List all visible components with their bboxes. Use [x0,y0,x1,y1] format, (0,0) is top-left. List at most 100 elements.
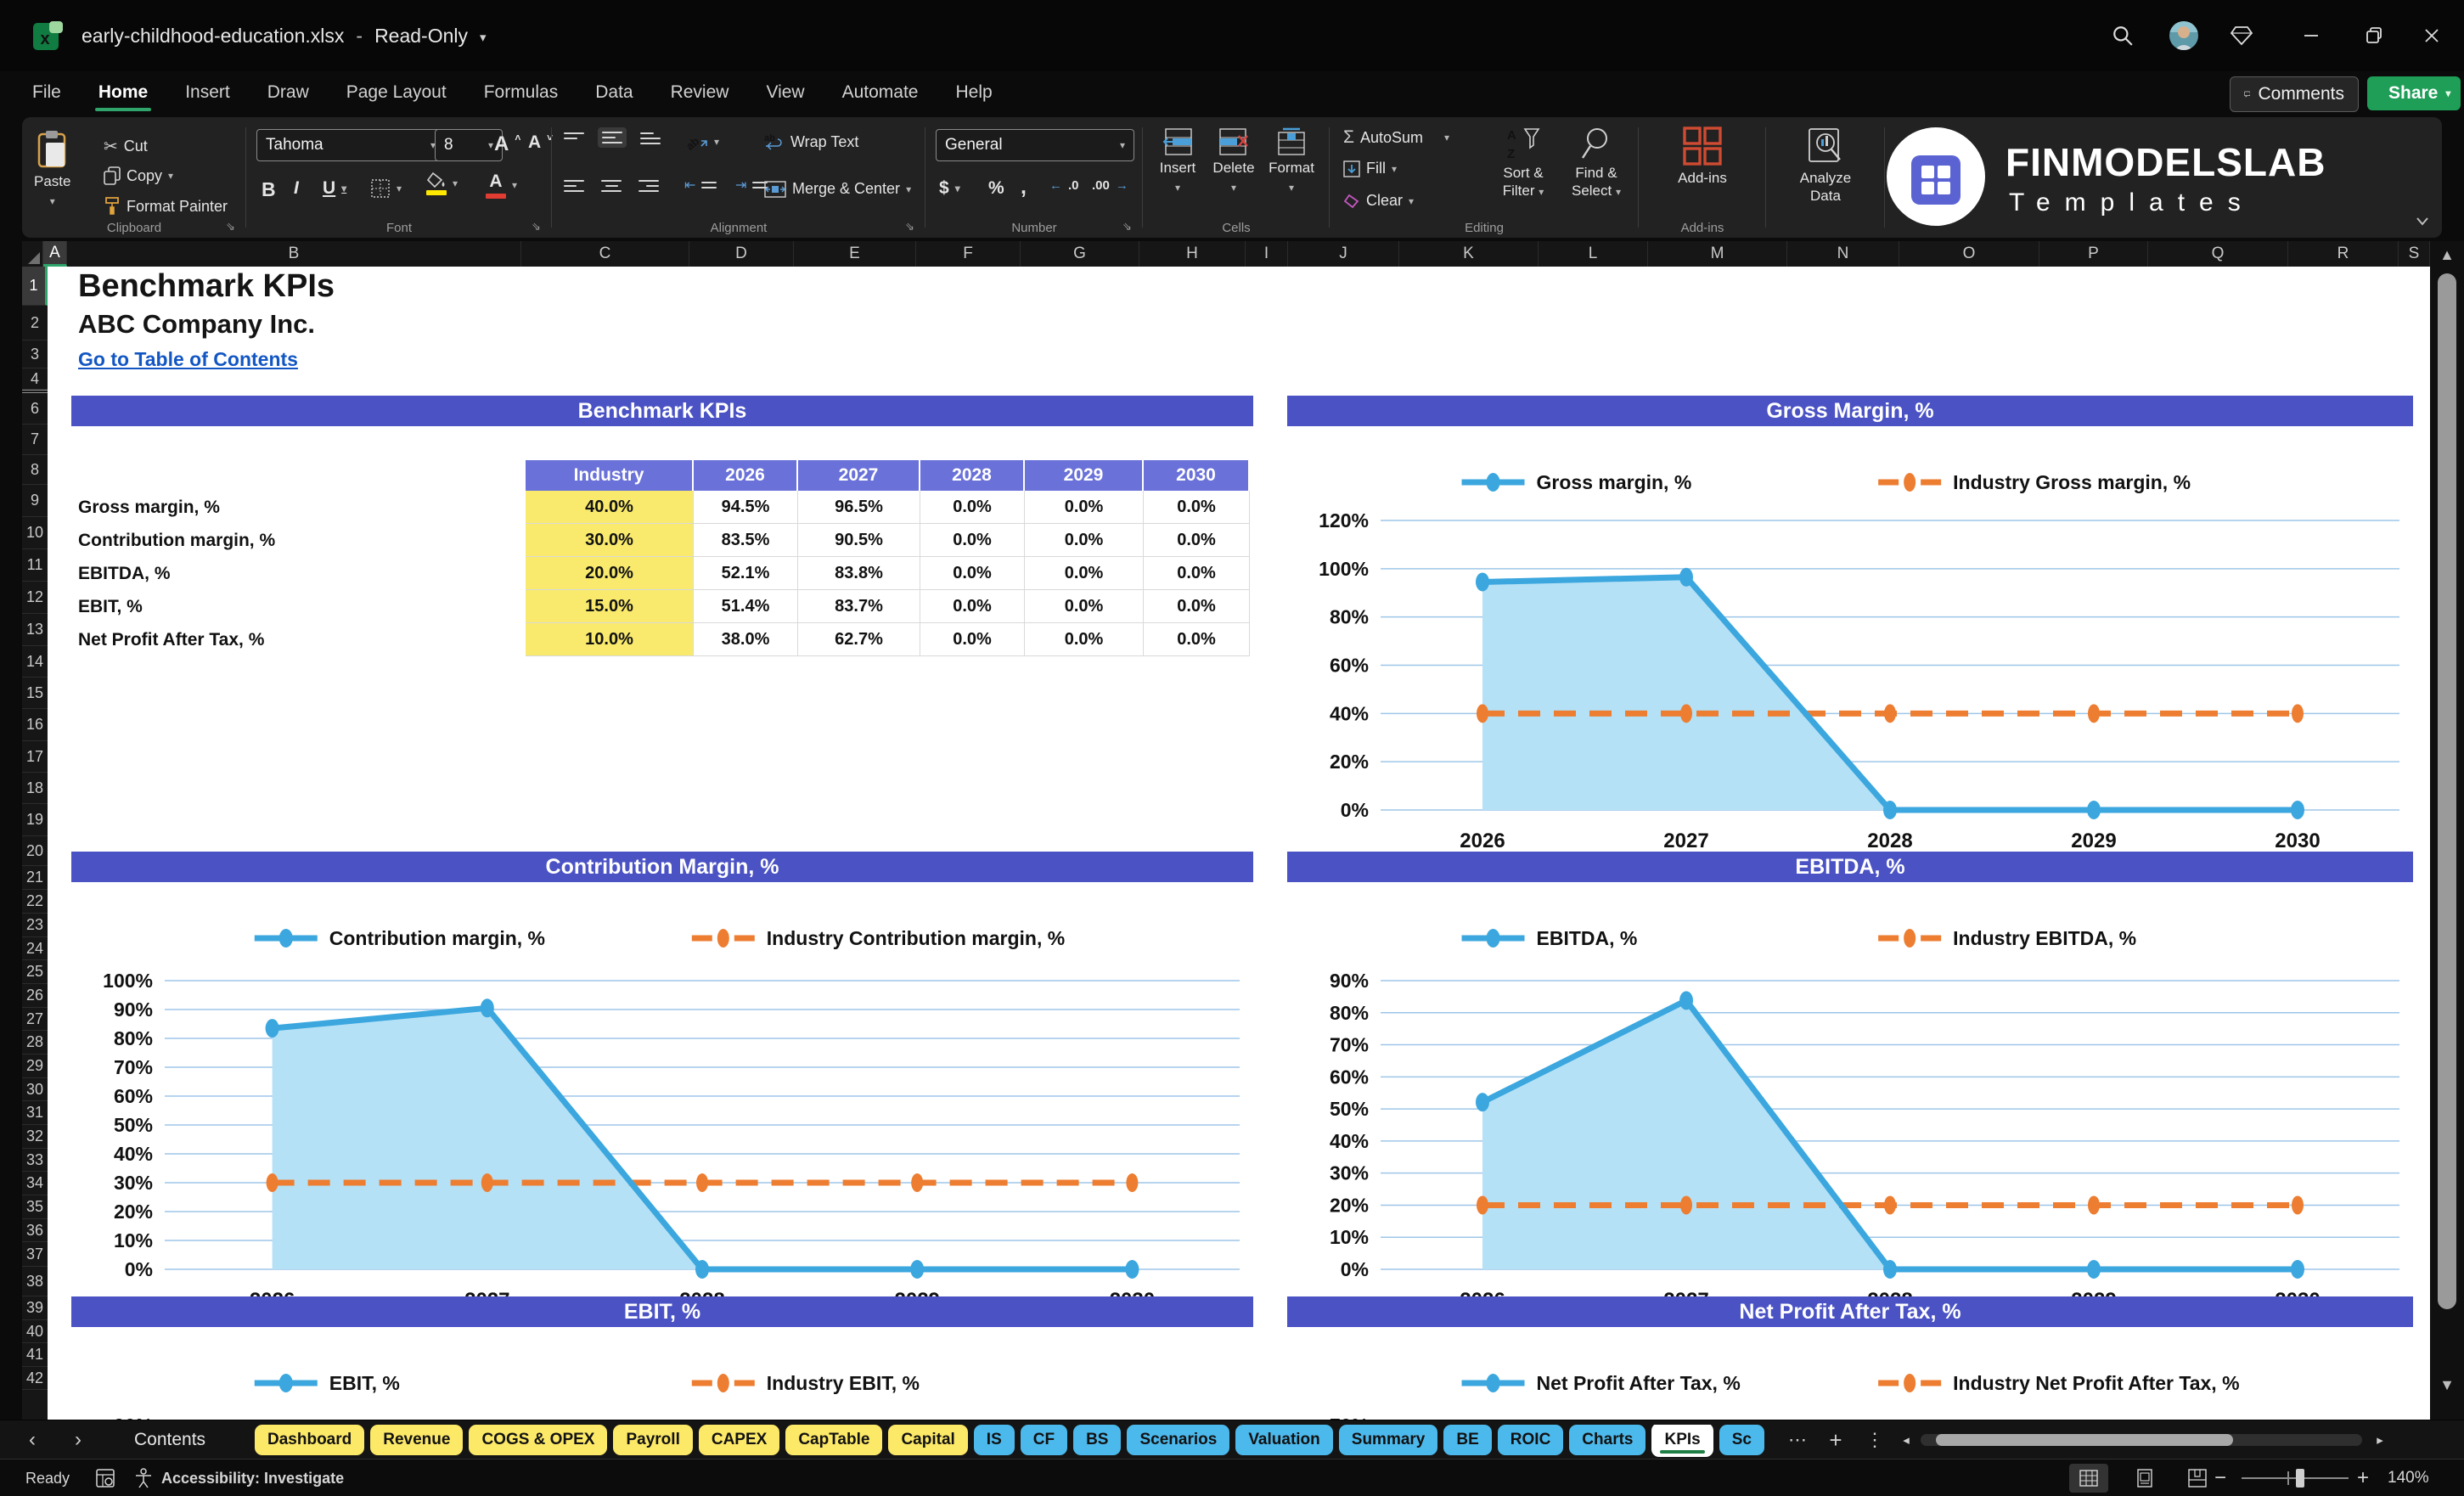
row-header-40[interactable]: 40 [22,1320,48,1343]
row-header-20[interactable]: 20 [22,836,48,866]
font-color-button[interactable]: A ▾ [486,172,517,199]
row-header-22[interactable]: 22 [22,890,48,914]
row-header-12[interactable]: 12 [22,582,48,614]
column-header-I[interactable]: I [1246,241,1288,267]
minimize-button[interactable] [2286,0,2337,71]
chevron-down-icon[interactable]: ▾ [480,31,487,45]
menu-tab-insert[interactable]: Insert [185,82,230,102]
row-header-6[interactable]: 6 [22,390,48,425]
prev-sheet-button[interactable]: ‹ [29,1428,36,1451]
row-header-18[interactable]: 18 [22,773,48,804]
table-cell-value[interactable]: 0.0% [1144,524,1250,557]
row-header-19[interactable]: 19 [22,804,48,836]
borders-button[interactable]: ▾ [370,178,402,199]
search-button[interactable] [2097,0,2148,71]
row-header-24[interactable]: 24 [22,937,48,960]
font-size-select[interactable]: 8 ▾ [435,129,503,161]
clear-button[interactable]: Clear ▾ [1343,192,1414,210]
find-select-button[interactable]: Find & Select ▾ [1561,126,1632,201]
column-header-Q[interactable]: Q [2148,241,2288,267]
increase-decimal-button[interactable]: ← .0 [1049,178,1079,193]
copy-button[interactable]: Copy ▾ [104,166,173,185]
insert-cells-button[interactable]: Insert ▾ [1151,127,1204,197]
row-header-11[interactable]: 11 [22,549,48,582]
sheet-tab-captable[interactable]: CapTable [785,1425,883,1455]
row-header-42[interactable]: 42 [22,1367,48,1390]
table-cell-value[interactable]: 62.7% [798,623,920,656]
column-header-P[interactable]: P [2039,241,2148,267]
scroll-up-arrow[interactable]: ▲ [2439,246,2455,263]
autosum-button[interactable]: Σ AutoSum ▾ [1343,127,1449,148]
next-sheet-button[interactable]: › [75,1428,82,1451]
align-top-button[interactable] [564,132,584,144]
more-sheets-button[interactable]: ⋯ [1788,1429,1809,1450]
row-header-14[interactable]: 14 [22,646,48,678]
menu-tab-draw[interactable]: Draw [267,82,309,102]
menu-tab-home[interactable]: Home [94,77,152,111]
row-header-29[interactable]: 29 [22,1055,48,1078]
paste-button[interactable]: Paste ▾ [34,129,70,211]
row-header-13[interactable]: 13 [22,614,48,646]
hscroll-left-arrow[interactable]: ◂ [1903,1433,1910,1448]
fill-color-button[interactable]: ▾ [426,172,458,195]
shrink-font-button[interactable]: A ˅ [528,132,554,152]
row-header-21[interactable]: 21 [22,866,48,890]
sheet-tab-sc[interactable]: Sc [1719,1425,1764,1455]
row-header-28[interactable]: 28 [22,1031,48,1055]
fill-button[interactable]: Fill ▾ [1343,160,1397,177]
font-name-select[interactable]: Tahoma ▾ [256,129,445,161]
decrease-decimal-button[interactable]: .00 → [1092,178,1128,193]
collapse-ribbon-button[interactable] [2415,216,2430,231]
vertical-scroll-thumb[interactable] [2438,273,2456,1309]
decrease-indent-button[interactable]: ⇤ [684,177,722,194]
sheet-tab-roic[interactable]: ROIC [1497,1425,1564,1455]
table-cell-industry[interactable]: 15.0% [526,590,694,623]
grow-font-button[interactable]: A ˄ [494,132,521,155]
premium-button[interactable] [2216,0,2267,71]
column-header-G[interactable]: G [1021,241,1139,267]
column-header-J[interactable]: J [1288,241,1399,267]
toc-hyperlink[interactable]: Go to Table of Contents [78,348,298,370]
table-cell-value[interactable]: 96.5% [798,491,920,524]
sheet-tab-payroll[interactable]: Payroll [613,1425,693,1455]
row-header-39[interactable]: 39 [22,1296,48,1320]
column-header-O[interactable]: O [1899,241,2039,267]
sheet-tab-cf[interactable]: CF [1020,1425,1068,1455]
column-header-L[interactable]: L [1539,241,1648,267]
row-header-32[interactable]: 32 [22,1125,48,1149]
menu-tab-file[interactable]: File [32,82,61,102]
page-break-view-button[interactable] [2178,1464,2217,1493]
row-header-34[interactable]: 34 [22,1172,48,1195]
row-header-7[interactable]: 7 [22,425,48,455]
table-cell-value[interactable]: 0.0% [1025,590,1144,623]
table-cell-value[interactable]: 83.5% [694,524,798,557]
row-header-3[interactable]: 3 [22,340,48,368]
sheet-tab-valuation[interactable]: Valuation [1235,1425,1333,1455]
table-cell-value[interactable]: 0.0% [920,491,1025,524]
sheet-tab-is[interactable]: IS [973,1425,1015,1455]
alignment-dialog-launcher[interactable]: ⇘ [905,220,914,233]
number-dialog-launcher[interactable]: ⇘ [1122,220,1132,233]
sheet-tab-scenarios[interactable]: Scenarios [1127,1425,1230,1455]
number-format-select[interactable]: General ▾ [936,129,1134,161]
table-cell-value[interactable]: 83.7% [798,590,920,623]
delete-cells-button[interactable]: Delete ▾ [1207,127,1260,197]
sheet-tab-capex[interactable]: CAPEX [698,1425,780,1455]
macro-record-button[interactable] [95,1459,115,1496]
table-cell-industry[interactable]: 30.0% [526,524,694,557]
menu-tab-formulas[interactable]: Formulas [483,82,559,102]
table-cell-value[interactable]: 90.5% [798,524,920,557]
normal-view-button[interactable] [2069,1464,2108,1493]
new-sheet-button[interactable]: + [1829,1426,1842,1453]
align-center-button[interactable] [601,180,622,192]
table-cell-value[interactable]: 0.0% [1144,623,1250,656]
zoom-level[interactable]: 140% [2388,1469,2429,1487]
sheet-tab-revenue[interactable]: Revenue [370,1425,464,1455]
table-cell-value[interactable]: 0.0% [1144,590,1250,623]
row-header-36[interactable]: 36 [22,1219,48,1242]
table-cell-value[interactable]: 0.0% [920,623,1025,656]
horizontal-scrollbar[interactable] [1921,1434,2362,1446]
table-cell-value[interactable]: 83.8% [798,557,920,590]
zoom-slider-track[interactable] [2242,1477,2349,1479]
sheet-tab-be[interactable]: BE [1443,1425,1492,1455]
